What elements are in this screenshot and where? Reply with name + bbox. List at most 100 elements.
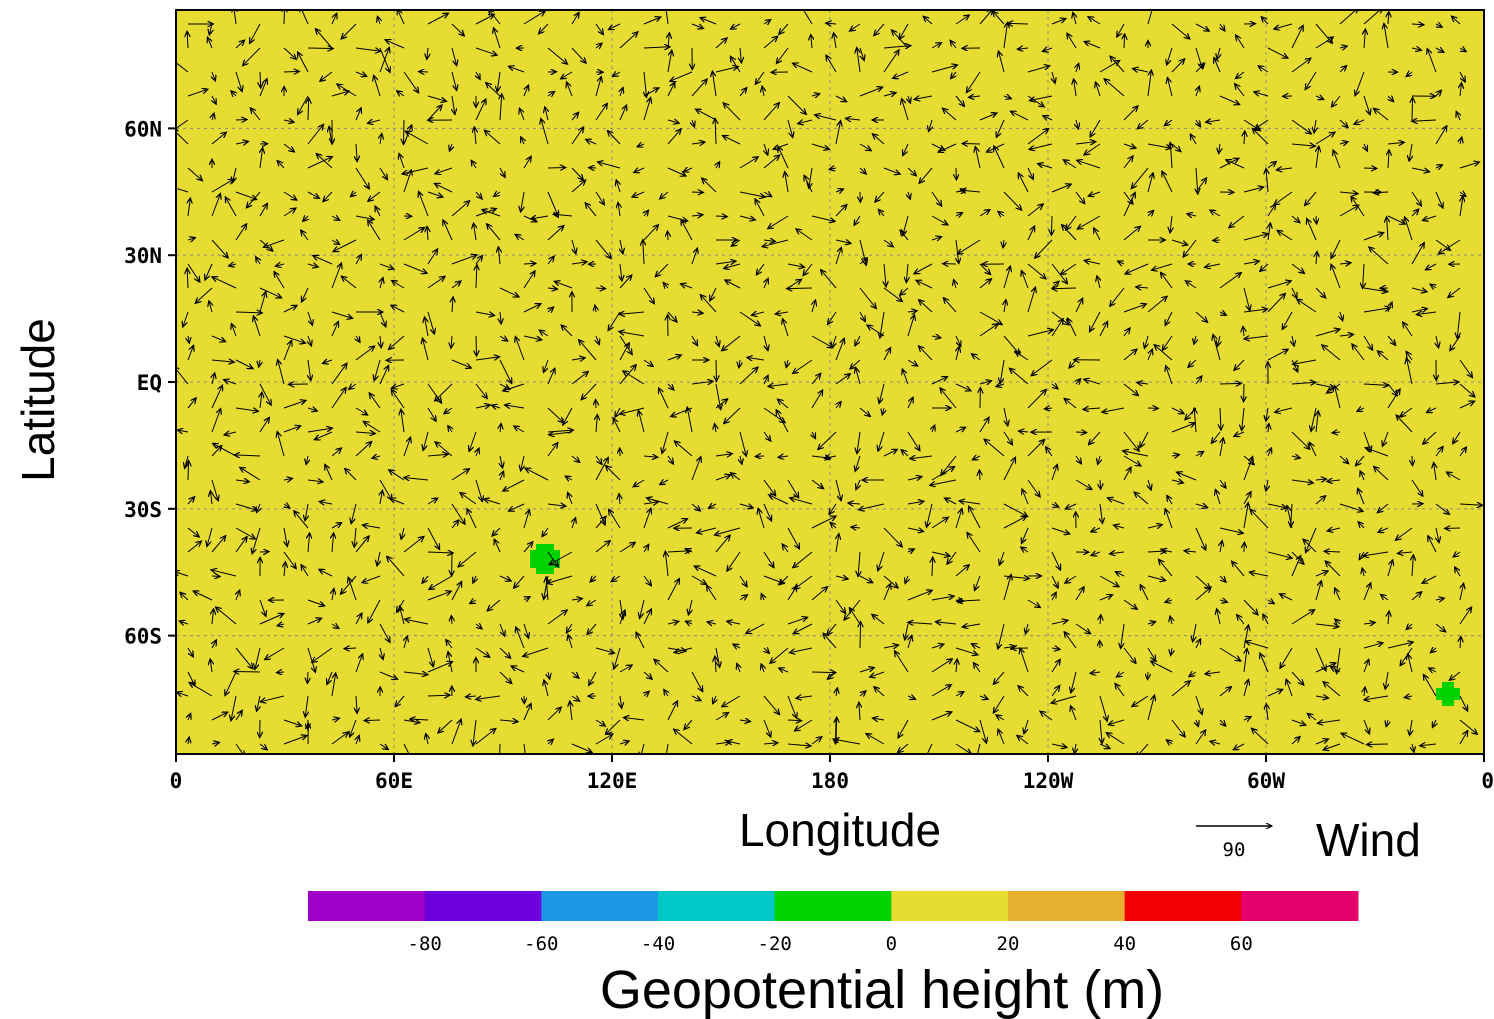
- field-cell: [1064, 82, 1071, 89]
- field-cell: [278, 100, 285, 107]
- field-cell: [980, 82, 987, 89]
- field-cell: [320, 100, 327, 107]
- field-cell: [674, 58, 681, 65]
- field-cell: [656, 34, 663, 41]
- field-cell: [230, 70, 237, 77]
- field-cell: [1136, 46, 1143, 53]
- field-cell: [584, 118, 591, 125]
- field-cell: [902, 58, 909, 65]
- field-cell: [1340, 52, 1347, 59]
- field-cell: [302, 76, 309, 83]
- field-cell: [716, 58, 723, 65]
- field-cell: [410, 106, 417, 113]
- field-cell: [1028, 82, 1035, 89]
- field-cell: [1256, 58, 1263, 65]
- field-cell: [1208, 34, 1215, 41]
- field-cell: [1262, 46, 1269, 53]
- field-cell: [1370, 88, 1377, 95]
- field-cell: [1052, 88, 1059, 95]
- field-cell: [1370, 118, 1377, 125]
- field-cell: [236, 34, 243, 41]
- field-cell: [548, 76, 555, 83]
- field-cell: [590, 106, 597, 113]
- field-cell: [608, 100, 615, 107]
- field-cell: [1100, 46, 1107, 53]
- field-cell: [1232, 46, 1239, 53]
- field-cell: [1466, 106, 1473, 113]
- field-cell: [554, 70, 561, 77]
- field-cell: [836, 34, 843, 41]
- field-cell: [1268, 16, 1275, 23]
- field-cell: [608, 58, 615, 65]
- field-cell: [284, 64, 291, 71]
- field-cell: [764, 28, 771, 35]
- field-cell: [1112, 28, 1119, 35]
- field-cell: [1064, 76, 1071, 83]
- field-cell: [362, 16, 369, 23]
- field-cell: [656, 106, 663, 113]
- field-cell: [1040, 34, 1047, 41]
- field-cell: [1106, 46, 1113, 53]
- field-cell: [1316, 70, 1323, 77]
- field-cell: [500, 70, 507, 77]
- field-cell: [218, 100, 225, 107]
- field-cell: [1136, 112, 1143, 119]
- field-cell: [1250, 118, 1257, 125]
- field-cell: [632, 34, 639, 41]
- field-cell: [1442, 64, 1449, 71]
- field-cell: [326, 16, 333, 23]
- field-cell: [1178, 94, 1185, 101]
- field-cell: [374, 34, 381, 41]
- field-cell: [248, 64, 255, 71]
- field-cell: [242, 118, 249, 125]
- field-cell: [518, 46, 525, 53]
- field-cell: [1232, 58, 1239, 65]
- field-cell: [1406, 40, 1413, 47]
- field-cell: [1076, 88, 1083, 95]
- field-cell: [350, 40, 357, 47]
- field-cell: [1418, 82, 1425, 89]
- field-cell: [1016, 16, 1023, 23]
- field-cell: [1124, 100, 1131, 107]
- field-cell: [1328, 52, 1335, 59]
- field-cell: [614, 52, 621, 59]
- field-cell: [776, 76, 783, 83]
- field-cell: [686, 118, 693, 125]
- field-cell: [518, 28, 525, 35]
- field-cell: [1040, 70, 1047, 77]
- field-cell: [1184, 52, 1191, 59]
- field-cell: [572, 82, 579, 89]
- field-cell: [632, 52, 639, 59]
- field-cell: [314, 94, 321, 101]
- field-cell: [626, 100, 633, 107]
- field-cell: [590, 46, 597, 53]
- field-cell: [842, 58, 849, 65]
- field-cell: [758, 28, 765, 35]
- field-cell: [1154, 22, 1161, 29]
- field-cell: [488, 88, 495, 95]
- field-cell: [914, 88, 921, 95]
- field-cell: [878, 94, 885, 101]
- field-cell: [1376, 52, 1383, 59]
- field-cell: [758, 64, 765, 71]
- field-cell: [998, 82, 1005, 89]
- field-cell: [752, 28, 759, 35]
- field-cell: [1466, 112, 1473, 119]
- field-cell: [1298, 16, 1305, 23]
- field-cell: [356, 40, 363, 47]
- field-cell: [578, 88, 585, 95]
- field-cell: [314, 70, 321, 77]
- field-cell: [1406, 100, 1413, 107]
- field-cell: [302, 124, 309, 131]
- field-cell: [1430, 28, 1437, 35]
- field-cell: [488, 94, 495, 101]
- field-cell: [464, 58, 471, 65]
- field-cell: [1376, 34, 1383, 41]
- field-cell: [1118, 100, 1125, 107]
- field-cell: [1058, 22, 1065, 29]
- field-cell: [770, 88, 777, 95]
- field-cell: [278, 46, 285, 53]
- field-cell: [1442, 22, 1449, 29]
- field-cell: [818, 112, 825, 119]
- field-cell: [1268, 94, 1275, 101]
